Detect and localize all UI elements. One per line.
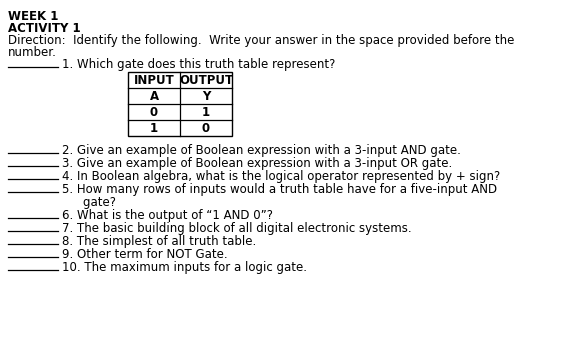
Text: 1: 1 xyxy=(202,106,210,119)
Text: OUTPUT: OUTPUT xyxy=(179,73,233,86)
Bar xyxy=(128,72,232,136)
Text: 9. Other term for NOT Gate.: 9. Other term for NOT Gate. xyxy=(62,248,228,261)
Text: 10. The maximum inputs for a logic gate.: 10. The maximum inputs for a logic gate. xyxy=(62,261,307,274)
Text: 2. Give an example of Boolean expression with a 3-input AND gate.: 2. Give an example of Boolean expression… xyxy=(62,144,461,157)
Text: WEEK 1: WEEK 1 xyxy=(8,10,58,23)
Text: 1: 1 xyxy=(150,121,158,134)
Text: 7. The basic building block of all digital electronic systems.: 7. The basic building block of all digit… xyxy=(62,222,412,235)
Text: Direction:  Identify the following.  Write your answer in the space provided bef: Direction: Identify the following. Write… xyxy=(8,34,514,47)
Text: 3. Give an example of Boolean expression with a 3-input OR gate.: 3. Give an example of Boolean expression… xyxy=(62,157,452,170)
Text: 4. In Boolean algebra, what is the logical operator represented by + sign?: 4. In Boolean algebra, what is the logic… xyxy=(62,170,500,183)
Text: 0: 0 xyxy=(202,121,210,134)
Text: Y: Y xyxy=(202,90,210,102)
Text: 5. How many rows of inputs would a truth table have for a five-input AND: 5. How many rows of inputs would a truth… xyxy=(62,183,497,196)
Text: 8. The simplest of all truth table.: 8. The simplest of all truth table. xyxy=(62,235,256,248)
Text: ACTIVITY 1: ACTIVITY 1 xyxy=(8,22,81,35)
Text: A: A xyxy=(149,90,158,102)
Text: 0: 0 xyxy=(150,106,158,119)
Text: 1. Which gate does this truth table represent?: 1. Which gate does this truth table repr… xyxy=(62,58,335,71)
Text: gate?: gate? xyxy=(68,196,116,209)
Text: 6. What is the output of “1 AND 0”?: 6. What is the output of “1 AND 0”? xyxy=(62,209,273,222)
Text: INPUT: INPUT xyxy=(134,73,175,86)
Text: number.: number. xyxy=(8,46,57,59)
